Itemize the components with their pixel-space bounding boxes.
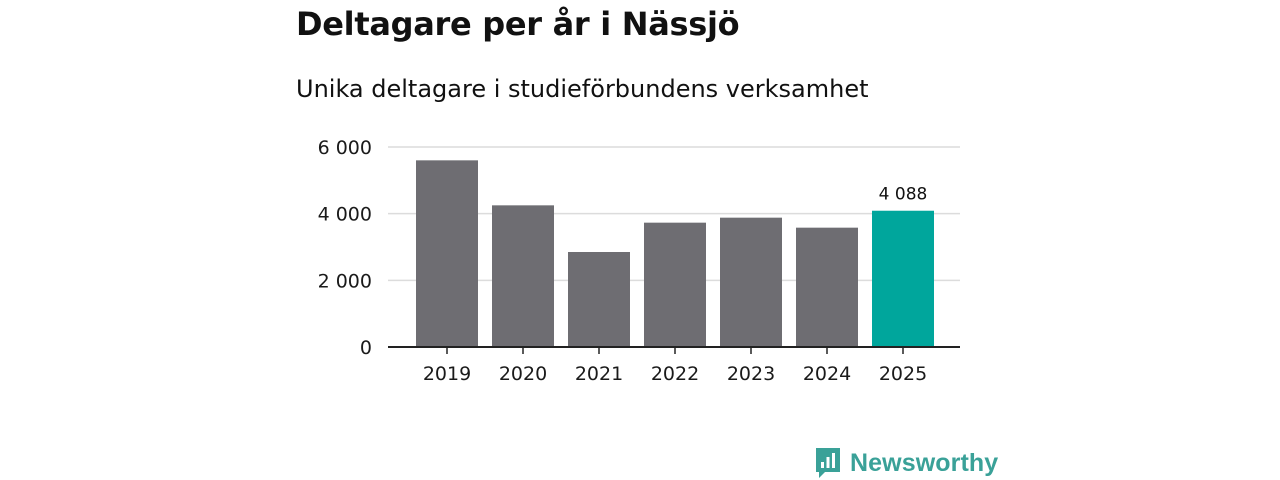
x-tick-label: 2024 xyxy=(803,363,851,385)
bar-2023 xyxy=(720,217,782,347)
brand-logo: Newsworthy xyxy=(814,446,998,480)
bar-2020 xyxy=(492,205,554,347)
bar-2019 xyxy=(416,160,478,347)
x-tick-label: 2022 xyxy=(651,363,699,385)
y-tick-label: 0 xyxy=(360,337,372,359)
brand-name: Newsworthy xyxy=(850,448,999,477)
y-tick-label: 4 000 xyxy=(318,204,372,226)
bar-2022 xyxy=(644,222,706,347)
newsworthy-logo-icon xyxy=(816,448,840,478)
x-tick-label: 2019 xyxy=(423,363,471,385)
y-tick-label: 6 000 xyxy=(318,137,372,159)
chart-title: Deltagare per år i Nässjö xyxy=(296,5,740,43)
y-tick-label: 2 000 xyxy=(318,270,372,292)
bar-2024 xyxy=(796,227,858,347)
x-tick-label: 2021 xyxy=(575,363,623,385)
bar-2021 xyxy=(568,252,630,347)
bar-2025 xyxy=(872,210,934,347)
x-tick-label: 2025 xyxy=(879,363,927,385)
chart-subtitle: Unika deltagare i studieförbundens verks… xyxy=(296,75,869,103)
data-label: 4 088 xyxy=(879,185,928,205)
x-tick-label: 2023 xyxy=(727,363,775,385)
x-tick-label: 2020 xyxy=(499,363,547,385)
